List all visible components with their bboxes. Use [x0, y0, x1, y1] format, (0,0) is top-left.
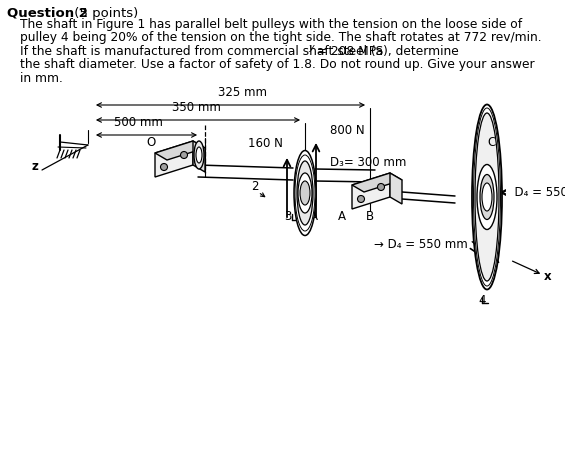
Text: Question 2: Question 2: [7, 7, 88, 20]
Text: 2: 2: [251, 180, 259, 193]
Ellipse shape: [482, 183, 492, 211]
Text: The shaft in Figure 1 has parallel belt pulleys with the tension on the loose si: The shaft in Figure 1 has parallel belt …: [20, 18, 522, 31]
Polygon shape: [155, 141, 193, 177]
Circle shape: [180, 152, 188, 159]
Text: → D₄ = 550 mm: → D₄ = 550 mm: [507, 186, 565, 199]
Text: B: B: [366, 211, 374, 224]
Text: y: y: [308, 43, 314, 52]
Text: (5 points): (5 points): [70, 7, 138, 20]
Ellipse shape: [194, 141, 204, 169]
Polygon shape: [155, 141, 205, 160]
Ellipse shape: [300, 181, 310, 205]
Ellipse shape: [196, 147, 202, 163]
Ellipse shape: [294, 151, 316, 235]
Text: D₃= 300 mm: D₃= 300 mm: [330, 157, 406, 170]
Text: C: C: [488, 135, 496, 148]
Text: 800 N: 800 N: [330, 124, 364, 137]
Text: A: A: [338, 211, 346, 224]
Text: 500 mm: 500 mm: [114, 116, 163, 129]
Ellipse shape: [475, 113, 499, 281]
Text: If the shaft is manufactured from commercial shaft steel (S: If the shaft is manufactured from commer…: [20, 45, 383, 58]
Text: 4: 4: [478, 294, 486, 307]
Text: pulley 4 being 20% of the tension on the tight side. The shaft rotates at 772 re: pulley 4 being 20% of the tension on the…: [20, 32, 542, 45]
Text: 160 N: 160 N: [247, 137, 282, 150]
Polygon shape: [390, 173, 402, 204]
Ellipse shape: [472, 105, 502, 290]
Text: in mm.: in mm.: [20, 72, 63, 85]
Circle shape: [377, 184, 385, 191]
Circle shape: [160, 164, 167, 171]
Ellipse shape: [298, 173, 312, 213]
Ellipse shape: [297, 161, 313, 225]
Polygon shape: [193, 141, 205, 172]
Text: A: A: [310, 211, 318, 224]
Text: 3: 3: [285, 211, 292, 224]
Text: D₄ = 550 mm: D₄ = 550 mm: [507, 186, 565, 199]
Text: 325 mm: 325 mm: [218, 86, 267, 99]
Text: x: x: [544, 271, 552, 284]
Text: → D₄ = 550 mm: → D₄ = 550 mm: [374, 239, 468, 252]
Circle shape: [358, 195, 364, 202]
Text: = 208 MPa), determine: = 208 MPa), determine: [313, 45, 459, 58]
Ellipse shape: [480, 174, 494, 219]
Text: the shaft diameter. Use a factor of safety of 1.8. Do not round up. Give your an: the shaft diameter. Use a factor of safe…: [20, 59, 534, 72]
Text: z: z: [32, 160, 38, 173]
Text: 350 mm: 350 mm: [172, 101, 220, 114]
Polygon shape: [352, 173, 390, 209]
Text: O: O: [146, 137, 155, 150]
Ellipse shape: [477, 165, 497, 230]
Polygon shape: [352, 173, 402, 192]
